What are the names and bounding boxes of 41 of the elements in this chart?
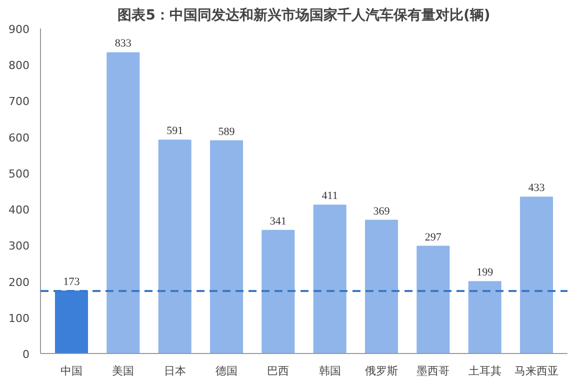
- data-label: 173: [63, 276, 80, 288]
- y-tick-label: 300: [8, 240, 30, 253]
- data-label: 591: [166, 125, 184, 138]
- data-label: 589: [218, 126, 236, 138]
- x-tick-label: 日本: [164, 364, 186, 378]
- bar: [520, 196, 554, 354]
- y-tick-label: 400: [8, 204, 30, 217]
- x-tick-label: 土耳其: [468, 364, 502, 378]
- data-label: 833: [114, 38, 132, 50]
- data-label: 297: [424, 231, 442, 244]
- x-tick-label: 巴西: [267, 364, 290, 378]
- x-tick-label: 马来西亚: [514, 364, 558, 378]
- chart-title: 图表5：中国同发达和新兴市场国家千人汽车保有量对比(辆): [118, 6, 490, 24]
- bar: [158, 140, 192, 354]
- x-tick-label: 韩国: [318, 364, 341, 378]
- bar: [468, 281, 502, 354]
- data-label: 433: [528, 182, 546, 194]
- bar: [416, 246, 450, 354]
- y-tick-label: 800: [8, 59, 30, 72]
- x-tick-label: 中国: [60, 364, 82, 378]
- y-tick-label: 200: [8, 276, 30, 289]
- y-tick-label: 0: [22, 348, 30, 361]
- bar: [106, 52, 140, 354]
- bar: [364, 220, 398, 354]
- y-tick-label: 100: [8, 312, 30, 325]
- bar: [313, 204, 346, 354]
- bar: [262, 230, 295, 354]
- y-tick-label: 500: [8, 167, 30, 180]
- bar: [54, 290, 88, 354]
- bar: [210, 140, 244, 354]
- data-label: 369: [373, 205, 390, 218]
- data-label: 199: [476, 266, 494, 279]
- data-label: 341: [270, 215, 286, 228]
- y-tick-label: 600: [8, 131, 30, 144]
- y-tick-label: 700: [8, 95, 30, 108]
- y-tick-label: 900: [8, 23, 30, 36]
- data-label: 411: [322, 190, 338, 202]
- x-tick-label: 美国: [112, 364, 134, 378]
- x-tick-label: 俄罗斯: [365, 364, 398, 378]
- x-tick-label: 墨西哥: [416, 364, 450, 378]
- x-tick-label: 德国: [216, 364, 238, 378]
